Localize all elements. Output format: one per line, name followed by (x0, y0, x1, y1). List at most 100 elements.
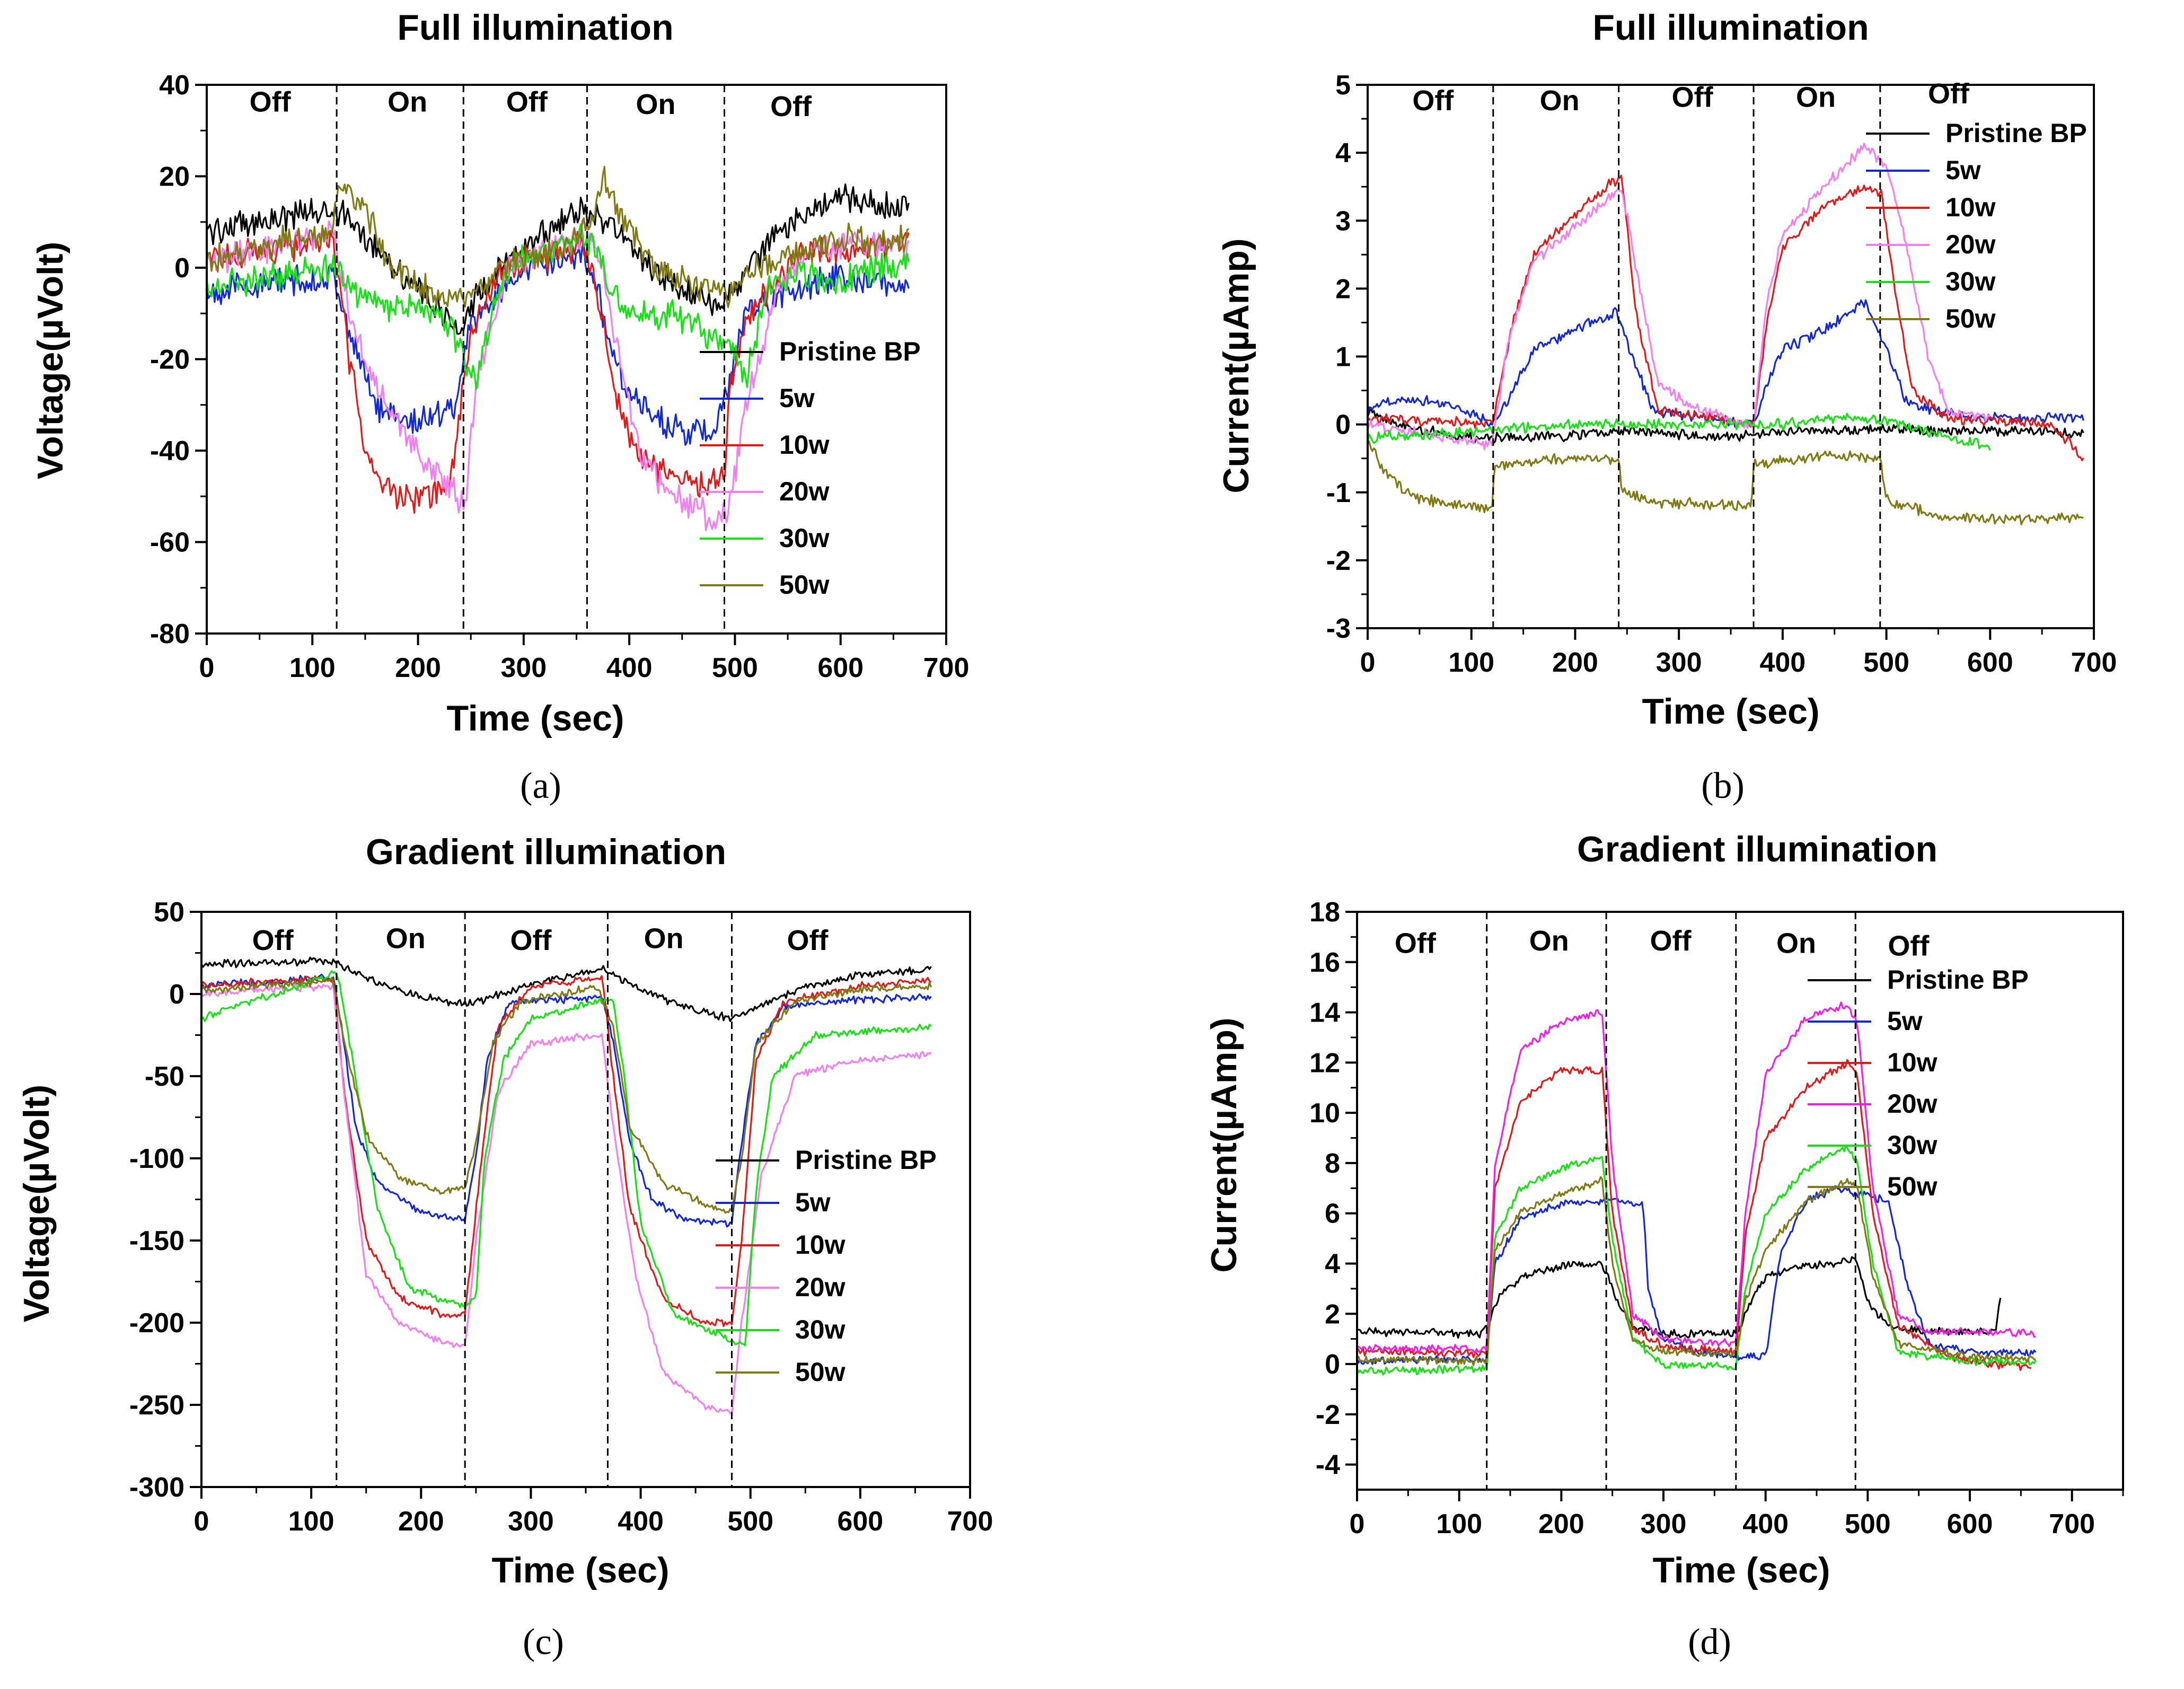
series-line-30w (1368, 412, 1991, 451)
y-tick-label: -200 (129, 1308, 184, 1339)
y-tick-label: 0 (169, 979, 184, 1010)
phase-label-off: Off (1395, 928, 1437, 960)
phase-label-off: Off (1412, 85, 1454, 117)
phase-label-off: Off (1672, 82, 1714, 113)
series-line-30w (1357, 1144, 2037, 1376)
series-line-5w (207, 243, 910, 446)
x-axis-label: Time (sec) (1642, 691, 1819, 732)
y-tick-label: -2 (1326, 546, 1351, 576)
phase-label-on: On (1796, 82, 1836, 113)
x-tick-label: 500 (727, 1506, 773, 1537)
legend-label: 30w (795, 1315, 846, 1344)
phase-label-off: Off (510, 925, 552, 956)
panel-caption: (a) (520, 766, 561, 806)
x-tick-label: 500 (1863, 647, 1909, 678)
chart-title: Gradient illumination (1577, 829, 1938, 869)
phase-label-off: Off (250, 86, 292, 118)
phase-label-off: Off (506, 86, 548, 118)
legend-label: Pristine BP (779, 337, 921, 366)
series-line-20w (1357, 1001, 2036, 1354)
series-group (1357, 1001, 2037, 1376)
x-tick-label: 400 (1759, 647, 1806, 678)
x-tick-label: 100 (1436, 1509, 1482, 1540)
y-tick-label: -1 (1326, 478, 1351, 508)
x-tick-label: 600 (1947, 1509, 1993, 1540)
y-tick-label: 4 (1335, 138, 1351, 169)
phase-label-off: Off (1888, 930, 1930, 962)
legend-label: 30w (779, 523, 830, 553)
legend-label: 5w (779, 383, 815, 413)
y-tick-label: 14 (1309, 998, 1340, 1028)
y-tick-label: -300 (129, 1472, 184, 1503)
x-tick-label: 300 (1656, 647, 1702, 678)
panel-c: 0 100 200 300 400 500 600 700-300-250-200-150-1… (16, 832, 993, 1662)
x-tick-label: 500 (1845, 1509, 1891, 1540)
y-axis-label: Current(µAmp) (1204, 1017, 1244, 1272)
y-tick-label: -50 (145, 1061, 184, 1092)
y-tick-label: -100 (129, 1143, 184, 1174)
legend-label: 50w (1945, 304, 1996, 333)
x-tick-label: 0 (1350, 1509, 1365, 1540)
phase-label-on: On (644, 923, 684, 955)
y-tick-label: -2 (1316, 1400, 1340, 1430)
y-tick-label: 16 (1309, 947, 1340, 978)
legend-label: 50w (779, 570, 830, 600)
legend-label: 50w (795, 1357, 846, 1387)
panel-b: 0 100 200 300 400 500 600 700 -3 -2 -1 0 1 2 3 4 5 Off On O… (1216, 7, 2117, 806)
x-tick-label: 0 (1360, 647, 1376, 678)
y-tick-label: 3 (1335, 206, 1351, 236)
series-line-pristine-bp (207, 183, 910, 335)
phase-label-off: Off (252, 925, 294, 956)
x-tick-label: 100 (288, 1506, 334, 1537)
y-tick-label: 6 (1325, 1199, 1340, 1229)
x-tick-label: 500 (712, 653, 758, 683)
phase-label-on: On (1776, 928, 1816, 960)
y-tick-label: 1 (1335, 342, 1351, 373)
y-tick-label: 50 (154, 897, 184, 928)
phase-label-on: On (386, 923, 426, 955)
y-tick-label: -20 (150, 345, 190, 375)
legend: Pristine BP 5w 10w 20w 30w 50w (1866, 118, 2087, 333)
legend: Pristine BP 5w 10w 20w 30w 50w (700, 337, 921, 600)
legend-label: 10w (779, 430, 830, 460)
x-tick-label: 700 (923, 653, 970, 683)
phase-label-on: On (388, 86, 427, 118)
phase-label-off: Off (1650, 925, 1692, 957)
x-tick-label: 200 (395, 653, 441, 683)
series-group (201, 956, 932, 1415)
x-tick-label: 100 (289, 653, 336, 683)
chart-title: Gradient illumination (366, 832, 726, 872)
phase-label-on: On (1529, 925, 1569, 957)
series-line-50w (201, 977, 932, 1214)
legend: Pristine BP 5w 10w 20w 30w 50w (716, 1145, 937, 1387)
x-tick-label: 400 (606, 653, 653, 683)
x-tick-label: 200 (1538, 1509, 1584, 1540)
series-line-10w (1357, 1059, 2032, 1371)
x-tick-label: 200 (1552, 647, 1598, 678)
x-axis-label: Time (sec) (446, 698, 624, 738)
x-tick-label: 600 (837, 1506, 883, 1537)
legend-label: 30w (1945, 267, 1996, 296)
y-axis-label: Voltage(µVolt) (30, 242, 71, 479)
x-tick-label: 700 (2071, 647, 2117, 678)
legend-label: Pristine BP (1887, 965, 2029, 995)
y-tick-label: -150 (129, 1226, 184, 1256)
phase-label-off: Off (787, 925, 829, 956)
y-tick-label: 2 (1335, 274, 1351, 304)
y-tick-label: 10 (1309, 1098, 1340, 1129)
y-tick-label: 4 (1325, 1248, 1340, 1279)
series-line-50w (207, 166, 910, 309)
y-axis-label: Voltage(µVolt) (16, 1085, 57, 1322)
x-tick-label: 0 (194, 1506, 209, 1537)
x-tick-label: 0 (199, 653, 215, 683)
legend-label: 20w (795, 1272, 846, 1302)
x-tick-label: 200 (398, 1506, 444, 1537)
y-axis-label: Current(µAmp) (1216, 238, 1256, 493)
legend-label: 10w (1887, 1048, 1938, 1077)
y-tick-label: -80 (150, 619, 190, 649)
y-tick-label: 18 (1309, 897, 1340, 928)
legend-label: 5w (1887, 1006, 1923, 1036)
phase-label-on: On (1540, 85, 1580, 117)
y-tick-label: 0 (174, 253, 190, 284)
y-tick-label: 0 (1325, 1349, 1340, 1380)
